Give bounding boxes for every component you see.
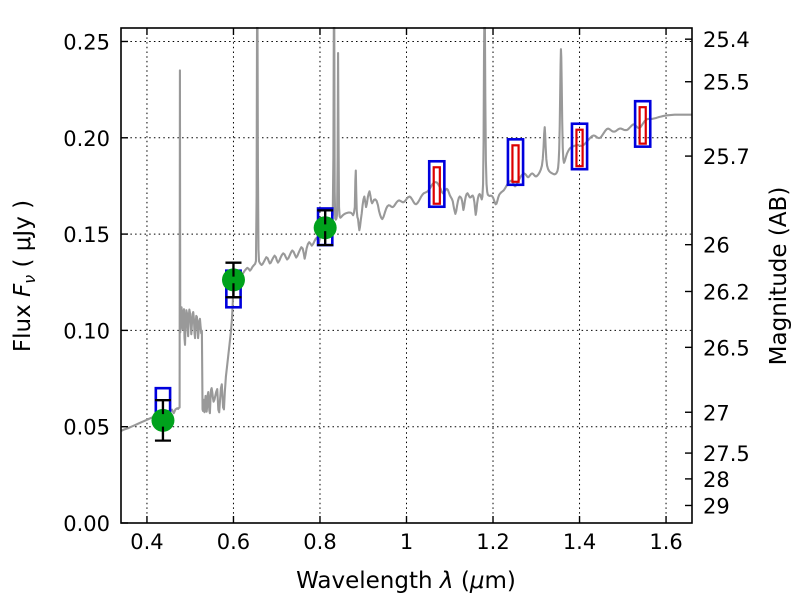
x-tick-label: 0.8 [303, 530, 336, 554]
model-flux-box [570, 122, 589, 171]
model-photometry-point [570, 122, 589, 171]
y-tick-label-flux: 0.05 [63, 416, 110, 440]
y-tick-label-flux: 0.10 [63, 319, 110, 343]
y-tick-label-magnitude: 27.5 [703, 442, 750, 466]
x-tick-label: 1.6 [649, 530, 682, 554]
observed-photometry-point [221, 261, 245, 309]
x-tick-label: 1.2 [476, 530, 509, 554]
y-tick-label-flux: 0.20 [63, 127, 110, 151]
tick-marks [121, 28, 692, 524]
model-photometry-point [506, 138, 525, 187]
spectrum-line [121, 27, 692, 432]
y-tick-label-flux: 0.00 [63, 512, 110, 536]
y-tick-label-magnitude: 28 [703, 468, 730, 492]
model-photometry-point [633, 99, 652, 148]
y-tick-label-magnitude: 26 [703, 234, 730, 258]
model-flux-box [633, 99, 652, 148]
y-tick-label-flux: 0.15 [63, 223, 110, 247]
y-tick-label-magnitude: 25.4 [703, 28, 750, 52]
tick-labels: 0.4 0.6 0.8 1 1.2 1.4 1.6 0.00 0.05 0.10 0.15 0.20 0… [63, 28, 750, 554]
photometry-markers [151, 99, 652, 442]
predicted-flux-box [638, 106, 647, 145]
axis-titles: Wavelength λ (μm) Magnitude (AB) Flux Fν… [10, 187, 792, 594]
model-spectrum-curve [121, 27, 692, 432]
observed-flux-circle [221, 268, 245, 292]
x-tick-label: 1.4 [563, 530, 596, 554]
error-bar-caps [317, 209, 334, 247]
observed-flux-circle [151, 408, 175, 432]
x-tick-label: 0.4 [130, 530, 163, 554]
y-tick-label-magnitude: 26.5 [703, 336, 750, 360]
model-flux-box [506, 138, 525, 187]
y-tick-label-magnitude: 27 [703, 401, 730, 425]
predicted-flux-box [511, 144, 520, 183]
predicted-flux-box [575, 128, 584, 168]
y-tick-label-magnitude: 26.2 [703, 280, 750, 304]
observed-photometry-point [313, 207, 337, 247]
error-bar-caps [225, 261, 242, 299]
x-axis-title: Wavelength λ (μm) [296, 568, 516, 594]
y-tick-label-magnitude: 25.7 [703, 145, 750, 169]
observed-flux-circle [313, 216, 337, 240]
predicted-flux-box [432, 166, 441, 205]
y-axis-right-title: Magnitude (AB) [766, 187, 792, 366]
x-tick-label: 1 [400, 530, 413, 554]
x-tick-label: 0.6 [217, 530, 250, 554]
y-tick-label-magnitude: 29 [703, 494, 730, 518]
y-tick-label-flux: 0.25 [63, 30, 110, 54]
model-photometry-point [427, 159, 446, 209]
y-axis-left-title: Flux Fν ( μJy ) [10, 200, 39, 352]
observed-photometry-point [151, 386, 175, 442]
y-tick-label-magnitude: 25.5 [703, 71, 750, 95]
model-flux-box [427, 159, 446, 209]
error-bar-caps [154, 399, 171, 442]
